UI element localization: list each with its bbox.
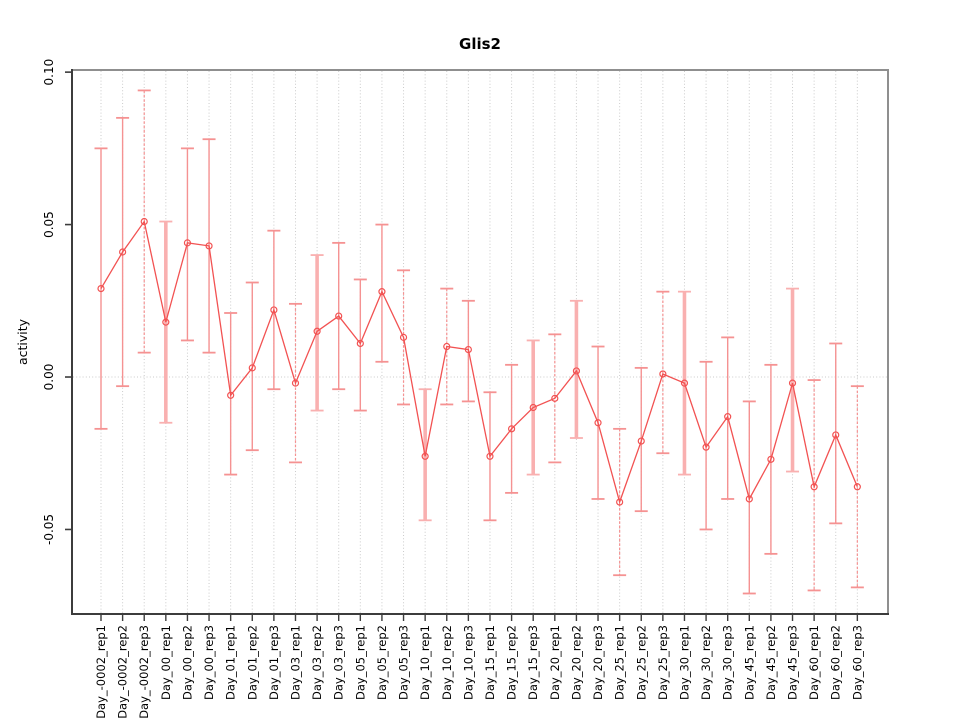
x-tick-label: Day_03_rep3: [332, 625, 346, 700]
data-point: [421, 452, 429, 460]
data-point: [335, 312, 343, 320]
x-tick-label: Day_45_rep3: [786, 625, 800, 700]
data-point: [724, 413, 732, 421]
x-tick-label: Day_45_rep2: [764, 625, 778, 700]
x-tick-label: Day_30_rep3: [721, 625, 735, 700]
data-point: [119, 248, 127, 256]
plot-box: [71, 69, 889, 615]
data-point: [810, 483, 818, 491]
data-point: [464, 345, 472, 354]
y-tick-label: -0.05: [42, 514, 56, 545]
data-point: [183, 239, 192, 247]
data-point: [594, 419, 602, 427]
x-tick-label: Day_20_rep2: [569, 625, 583, 700]
x-tick-label: Day_60_rep1: [807, 625, 821, 700]
y-axis-title: activity: [15, 318, 30, 365]
x-tick-label: Day_25_rep1: [613, 625, 627, 700]
data-point: [832, 431, 840, 439]
data-point: [291, 379, 300, 387]
x-tick-label: Day_00_rep2: [180, 625, 194, 700]
x-tick-label: Day_01_rep2: [245, 625, 259, 700]
data-point: [443, 342, 451, 351]
x-tick-label: Day_45_rep1: [742, 625, 756, 700]
x-tick-label: Day_15_rep3: [526, 625, 540, 700]
x-tick-label: Day_-0002_rep1: [94, 625, 108, 719]
x-tick-label: Day_10_rep3: [461, 625, 475, 700]
x-tick-label: Day_15_rep2: [505, 625, 519, 700]
x-tick-label: Day_20_rep1: [548, 625, 562, 700]
data-point: [637, 437, 645, 445]
data-point: [745, 495, 753, 503]
x-tick-label: Day_05_rep3: [397, 625, 411, 700]
data-point: [659, 370, 667, 378]
y-axis: 0.10 0.05 0.00 -0.05: [42, 59, 72, 545]
data-point: [378, 288, 386, 296]
data-point: [572, 367, 581, 375]
data-point: [399, 333, 408, 341]
data-point: [248, 364, 256, 372]
series-line: [100, 219, 858, 505]
data-point: [551, 394, 559, 402]
x-axis: [100, 615, 859, 621]
x-tick-label: Day_25_rep2: [634, 625, 648, 700]
data-point: [767, 455, 775, 463]
data-point: [853, 483, 861, 491]
data-point: [356, 339, 364, 348]
data-point: [140, 217, 148, 226]
x-tick-label: Day_05_rep1: [353, 625, 367, 700]
data-point: [529, 403, 537, 412]
x-tick-label: Day_25_rep3: [656, 625, 670, 700]
data-point: [680, 379, 689, 387]
error-bars: [94, 89, 864, 595]
x-tick-label: Day_10_rep2: [440, 625, 454, 700]
x-tick-label: Day_03_rep1: [288, 625, 302, 700]
x-tick-label: Day_03_rep2: [310, 625, 324, 700]
data-point: [702, 443, 710, 451]
data-point: [97, 285, 105, 293]
x-tick-label: Day_15_rep1: [483, 625, 497, 700]
y-tick-label: 0.00: [42, 364, 56, 391]
x-tick-label: Day_00_rep3: [202, 625, 216, 700]
x-tick-label: Day_01_rep1: [224, 625, 238, 700]
data-point: [616, 498, 624, 506]
x-tick-label: Day_10_rep1: [418, 625, 432, 700]
x-tick-label: Day_00_rep1: [159, 625, 173, 700]
x-tick-label: Day_30_rep2: [699, 625, 713, 700]
x-tick-labels: Day_-0002_rep1 Day_-0002_rep2 Day_-0002_re…: [94, 625, 864, 719]
data-point: [486, 452, 494, 460]
x-tick-label: Day_01_rep3: [267, 625, 281, 700]
data-point: [205, 242, 213, 250]
data-points: [97, 217, 861, 506]
data-point: [788, 379, 797, 387]
x-tick-label: Day_60_rep2: [829, 625, 843, 700]
x-tick-label: Day_30_rep1: [677, 625, 691, 700]
data-point: [507, 425, 516, 433]
y-tick-label: 0.05: [42, 211, 56, 238]
x-tick-label: Day_20_rep3: [591, 625, 605, 700]
data-point: [270, 306, 278, 314]
chart-title: Glis2: [459, 35, 501, 53]
x-tick-label: Day_-0002_rep3: [137, 625, 151, 719]
y-tick-label: 0.10: [42, 59, 56, 86]
x-tick-label: Day_05_rep2: [375, 625, 389, 700]
data-point: [227, 391, 235, 399]
data-point: [313, 327, 321, 335]
data-point: [162, 318, 170, 326]
gridlines: [73, 71, 888, 613]
x-tick-label: Day_-0002_rep2: [116, 625, 130, 719]
series-line-path: [100, 219, 858, 505]
x-tick-label: Day_60_rep3: [850, 625, 864, 700]
